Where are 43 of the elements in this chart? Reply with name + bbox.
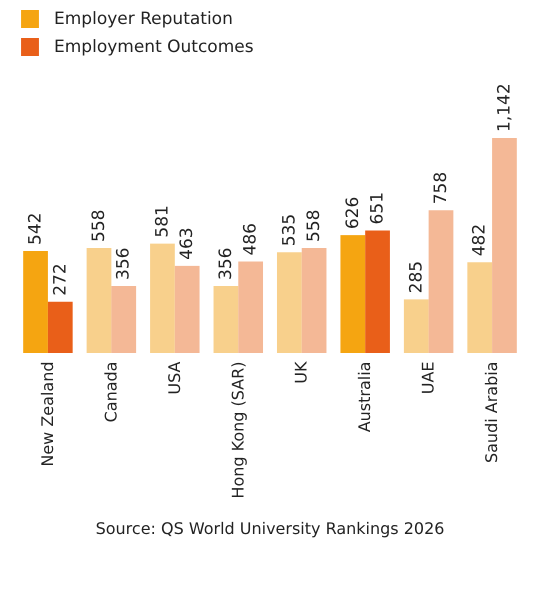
- data-label: 558: [304, 209, 324, 242]
- bar: [340, 235, 366, 353]
- legend-label: Employer Reputation: [54, 9, 233, 29]
- x-tick-label: UK: [292, 360, 311, 384]
- data-label: 486: [240, 223, 261, 256]
- x-tick-label: Canada: [101, 362, 120, 422]
- x-tick-label: Saudi Arabia: [482, 362, 502, 464]
- source-note: Source: QS World University Rankings 2026: [96, 519, 444, 538]
- data-label: 356: [216, 248, 236, 280]
- data-label: 558: [88, 209, 109, 242]
- bar: [428, 210, 454, 353]
- bar: [48, 302, 73, 353]
- data-label: 626: [342, 196, 363, 230]
- data-label: 272: [50, 263, 70, 296]
- bar: [214, 286, 238, 353]
- data-label: 535: [279, 214, 300, 246]
- x-tick-label: Hong Kong (SAR): [228, 362, 248, 499]
- bar: [174, 266, 200, 353]
- x-tick-label: UAE: [418, 362, 438, 394]
- legend-label: Employment Outcomes: [54, 37, 254, 57]
- data-label: 482: [470, 224, 490, 256]
- data-label: 542: [26, 212, 46, 245]
- bar: [238, 262, 264, 353]
- bar: [467, 262, 492, 353]
- bar: [404, 299, 429, 353]
- data-label: 1,142: [494, 83, 514, 132]
- bar: [492, 138, 517, 353]
- data-label: 758: [431, 172, 452, 204]
- bar: [23, 250, 48, 353]
- x-tick-label: USA: [164, 361, 184, 395]
- bar: [276, 252, 302, 353]
- bar: [302, 248, 326, 353]
- data-label: 356: [114, 248, 134, 280]
- data-label: 581: [152, 205, 172, 238]
- bar: [111, 286, 136, 353]
- x-tick-label: New Zealand: [38, 362, 57, 467]
- data-label: 285: [406, 260, 426, 294]
- bar: [86, 248, 112, 353]
- bar: [150, 244, 175, 353]
- x-tick-label: Australia: [355, 362, 374, 432]
- data-label: 651: [368, 192, 388, 224]
- bar: [365, 230, 390, 353]
- data-label: 463: [177, 227, 198, 260]
